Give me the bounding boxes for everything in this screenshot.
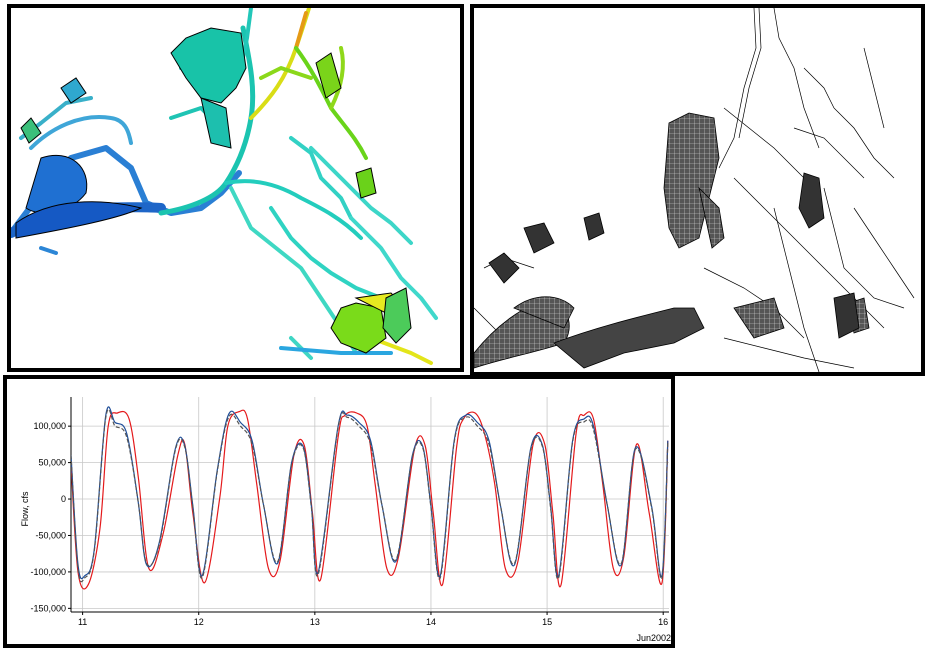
chart-grid — [71, 397, 669, 612]
y-tick-label: -100,000 — [30, 567, 66, 577]
grid-mesh-map — [470, 4, 925, 376]
grid-mesh-map-graphic — [474, 8, 915, 372]
flow-chart-svg: -150,000 -100,000 -50,000 0 50,000 100,000 11 1… — [20, 397, 671, 643]
flow-timeseries-chart: -150,000 -100,000 -50,000 0 50,000 100,000 11 1… — [3, 375, 675, 648]
x-tick-label: 14 — [426, 617, 436, 627]
y-axis-title: Flow, cfs — [20, 491, 30, 527]
y-tick-label: 100,000 — [33, 421, 66, 431]
y-tick-label: -150,000 — [30, 603, 66, 613]
x-axis-unit-label: Jun2002 — [636, 633, 671, 643]
series-line-1 — [71, 409, 669, 590]
x-tick-label: 16 — [658, 617, 668, 627]
y-tick-label: -50,000 — [35, 530, 66, 540]
y-tick-label: 50,000 — [38, 458, 66, 468]
chart-series — [71, 406, 669, 590]
chart-axes: -150,000 -100,000 -50,000 0 50,000 100,000 11 1… — [30, 397, 669, 627]
series-line-2 — [71, 406, 669, 580]
x-tick-label: 11 — [78, 617, 87, 627]
x-tick-label: 15 — [542, 617, 552, 627]
colored-flow-map-graphic — [11, 8, 438, 365]
colored-flow-map — [7, 4, 464, 372]
series-line-3 — [71, 408, 669, 583]
x-tick-label: 12 — [194, 617, 204, 627]
x-tick-label: 13 — [310, 617, 320, 627]
y-tick-label: 0 — [61, 494, 66, 504]
